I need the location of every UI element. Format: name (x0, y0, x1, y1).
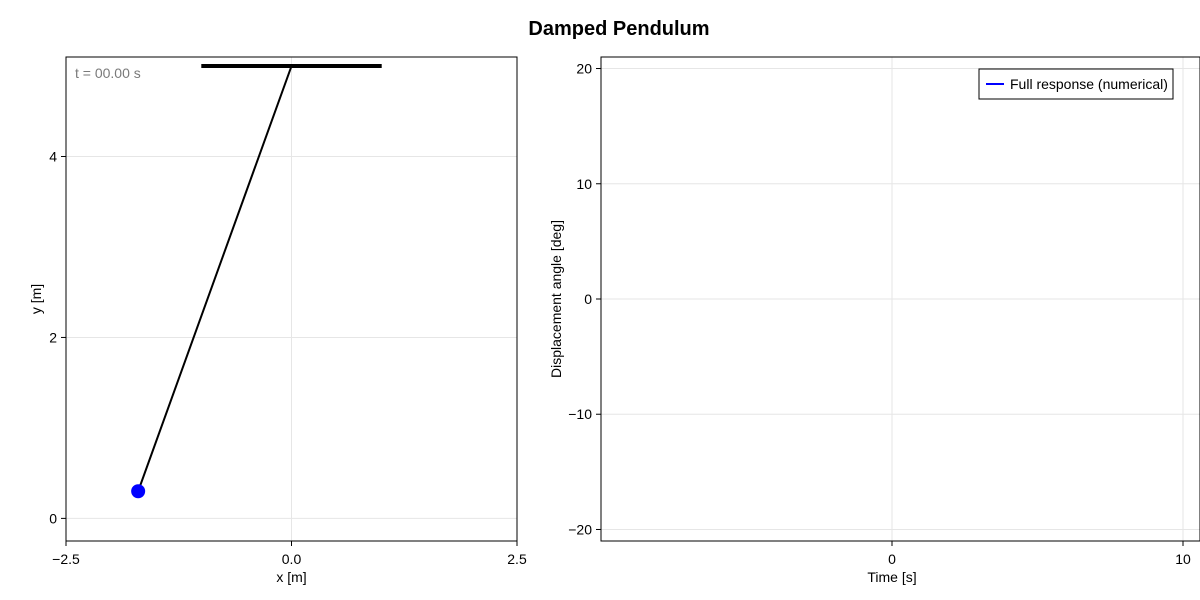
pendulum-bob (131, 484, 146, 499)
response-x-tick-label: 0 (888, 551, 896, 567)
response-ticks: 0 10 −20 −10 0 10 20 (568, 61, 1191, 567)
pendulum-y-axis-label: y [m] (28, 284, 44, 314)
time-annotation: t = 00.00 s (75, 65, 141, 81)
pendulum-ticks: −2.5 0.0 2.5 0 2 4 (49, 149, 527, 567)
legend-label-full-response: Full response (numerical) (1010, 76, 1168, 92)
pendulum-y-tick-label: 2 (49, 329, 57, 345)
figure-title: Damped Pendulum (528, 18, 709, 40)
pendulum-x-tick-label: 2.5 (507, 551, 527, 567)
legend-box (978, 68, 1174, 100)
response-y-tick-label: 10 (576, 176, 592, 192)
response-x-axis-label: Time [s] (867, 569, 916, 585)
legend: Full response (numerical) (978, 68, 1174, 100)
response-y-tick-label: 0 (584, 291, 592, 307)
pendulum-y-tick-label: 4 (49, 149, 57, 165)
pendulum-grid (65, 57, 518, 541)
pendulum-panel: −2.5 0.0 2.5 0 2 4 t = 00.00 s x [m] y [m] (28, 56, 527, 585)
response-x-tick-label: 10 (1175, 551, 1191, 567)
pendulum-rod (137, 65, 293, 492)
response-panel: 0 10 −20 −10 0 10 20 Time [s] Displacement ang… (548, 56, 1200, 585)
pendulum-marks (131, 64, 382, 499)
response-y-tick-label: −20 (568, 521, 592, 537)
pendulum-x-axis-label: x [m] (276, 569, 306, 585)
response-y-axis-label: Displacement angle [deg] (548, 220, 564, 378)
response-y-tick-label: −10 (568, 406, 592, 422)
response-grid (601, 57, 1200, 541)
pendulum-x-tick-label: −2.5 (52, 551, 80, 567)
pendulum-y-tick-label: 0 (49, 510, 57, 526)
response-y-tick-label: 20 (576, 61, 592, 77)
pendulum-x-tick-label: 0.0 (282, 551, 302, 567)
